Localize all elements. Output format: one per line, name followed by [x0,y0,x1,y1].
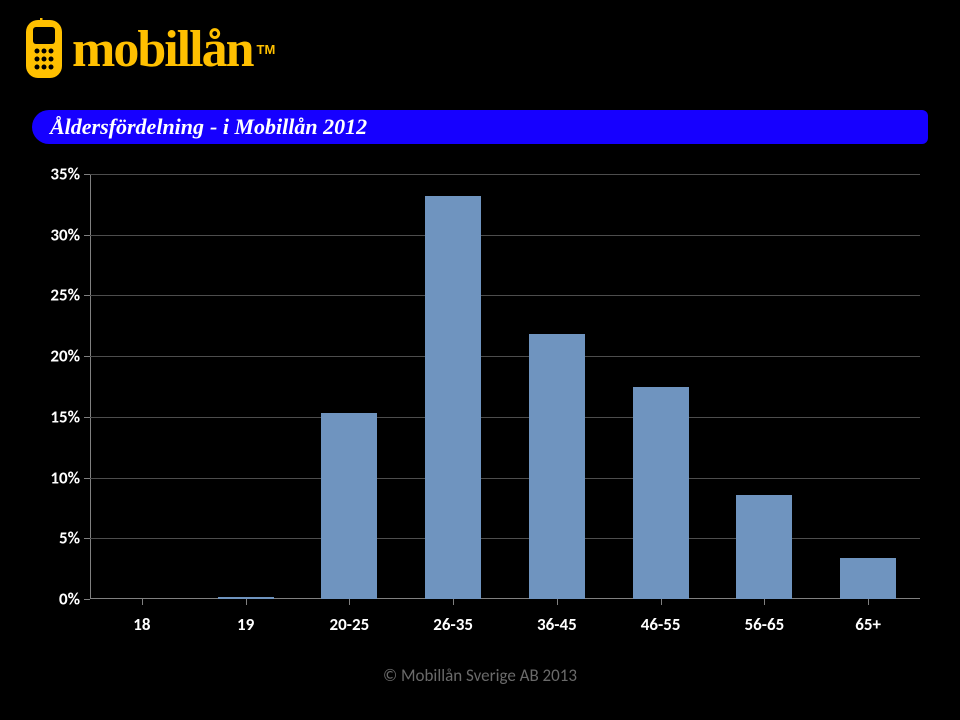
bar [840,558,896,599]
y-axis-label: 20% [30,346,80,367]
x-axis-label: 65+ [855,614,881,635]
logo-text: mobillån [72,20,253,79]
y-axis-label: 25% [30,285,80,306]
x-axis-label: 18 [133,614,150,635]
x-axis-label: 26-35 [433,614,473,635]
plot-area: 0%5%10%15%20%25%30%35%181920-2526-3536-4… [90,174,920,599]
phone-icon [22,18,68,80]
y-axis-label: 30% [30,224,80,245]
bar [425,196,481,599]
title-bar: Åldersfördelning - i Mobillån 2012 [32,110,928,144]
y-axis-label: 5% [30,528,80,549]
footer-copyright: © Mobillån Sverige AB 2013 [0,665,960,686]
y-axis-label: 0% [30,589,80,610]
bar [321,413,377,599]
bar [633,387,689,600]
x-axis-label: 20-25 [330,614,370,635]
logo-trademark: TM [257,42,276,57]
y-axis-label: 10% [30,467,80,488]
age-distribution-chart: 0% 5% 10% 15% 20% 25% 30% 35% 18 19 20-25 26-35 36-4… [32,162,928,647]
title-part2: - i Mobillån 2012 [210,114,367,140]
title-part1: Åldersfördelning [50,114,204,140]
x-axis-label: 19 [237,614,254,635]
bar [529,334,585,599]
x-axis-label: 46-55 [641,614,681,635]
logo: mobillån TM [22,18,275,80]
slide: mobillån TM Åldersfördelning - i Mobillå… [0,0,960,720]
bar [736,495,792,599]
y-axis-label: 35% [30,164,80,185]
x-axis-label: 36-45 [537,614,577,635]
x-axis-label: 56-65 [745,614,785,635]
y-axis-label: 15% [30,406,80,427]
